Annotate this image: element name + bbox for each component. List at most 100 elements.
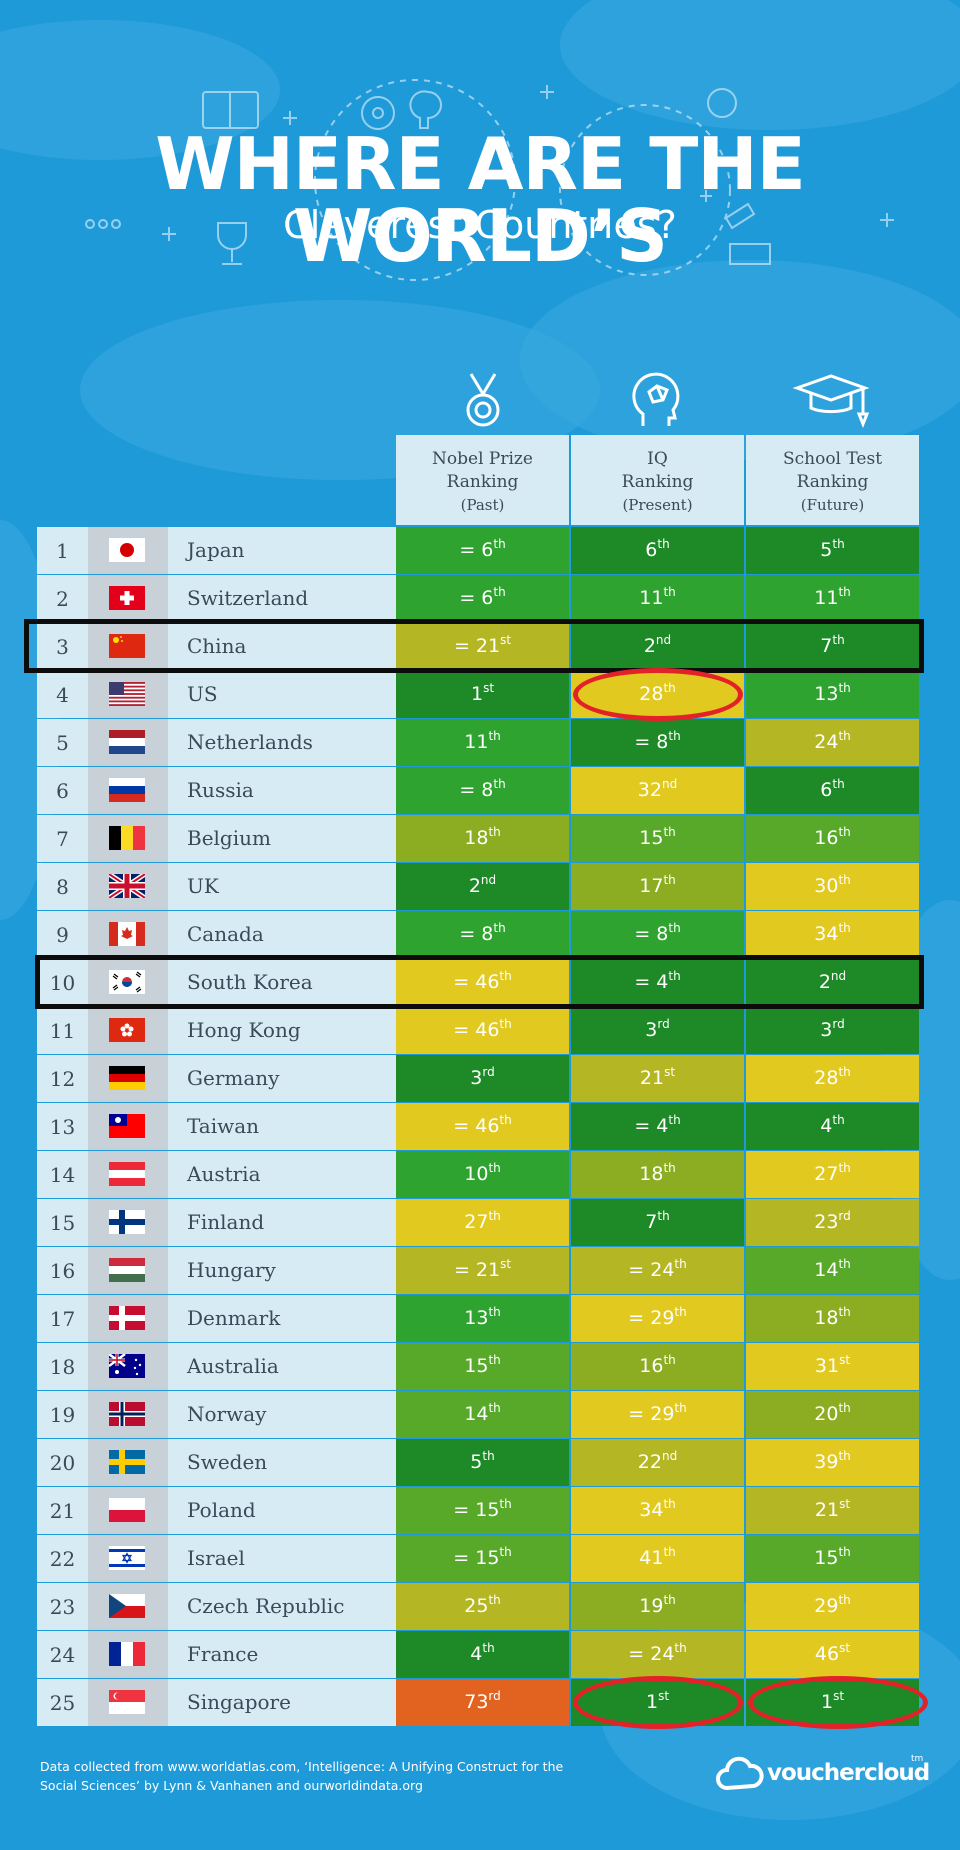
rank-cell-school: 16th (746, 815, 919, 862)
rank-cell-nobel: 4th (396, 1631, 569, 1678)
us-flag-icon (88, 671, 168, 718)
norway-flag-icon (88, 1391, 168, 1438)
rank-value: = 15 (453, 1499, 500, 1521)
row-rank: 2 (37, 575, 88, 622)
canada-flag-icon (88, 911, 168, 958)
rank-value: 17 (639, 875, 664, 897)
table-row: 23 Czech Republic 25th 19th 29th (37, 1583, 921, 1631)
rank-suffix: th (488, 1209, 501, 1223)
rank-suffix: th (488, 729, 501, 743)
germany-flag-icon (88, 1055, 168, 1102)
japan-flag-icon (88, 527, 168, 574)
rank-value: 18 (464, 827, 489, 849)
rank-suffix: rd (488, 1689, 501, 1703)
rank-suffix: st (500, 633, 512, 647)
country-name: France (168, 1631, 396, 1678)
rank-suffix: th (674, 1641, 687, 1655)
rank-suffix: nd (661, 777, 678, 791)
rank-value: 3 (820, 1019, 833, 1041)
row-rank: 7 (37, 815, 88, 862)
row-rank: 20 (37, 1439, 88, 1486)
switzerland-flag-icon (88, 575, 168, 622)
table-row: 17 Denmark 13th = 29th 18th (37, 1295, 921, 1343)
row-rank: 3 (37, 623, 88, 670)
rank-cell-school: 6th (746, 767, 919, 814)
row-rank: 16 (37, 1247, 88, 1294)
rank-cell-iq: 15th (571, 815, 744, 862)
rank-cell-school: 27th (746, 1151, 919, 1198)
rank-value: 22 (637, 1451, 662, 1473)
rank-cell-iq: = 24th (571, 1247, 744, 1294)
rank-cell-school: 5th (746, 527, 919, 574)
australia-flag-icon (88, 1343, 168, 1390)
rank-suffix: th (838, 1593, 851, 1607)
highlight-box-row (24, 619, 924, 673)
rank-value: 32 (637, 779, 662, 801)
rank-suffix: th (499, 1497, 512, 1511)
rank-suffix: th (488, 1353, 501, 1367)
column-header-line2: Ranking (621, 472, 694, 492)
row-rank: 5 (37, 719, 88, 766)
page-subtitle: Cleverest Countries? (283, 203, 677, 247)
rank-value: = 6 (459, 587, 494, 609)
rank-value: 11 (814, 587, 839, 609)
singapore-flag-icon (88, 1679, 168, 1726)
rank-value: 73 (464, 1691, 489, 1713)
rank-cell-iq: 32nd (571, 767, 744, 814)
row-rank: 21 (37, 1487, 88, 1534)
rank-cell-school: 39th (746, 1439, 919, 1486)
rank-suffix: th (838, 825, 851, 839)
row-rank: 6 (37, 767, 88, 814)
rank-cell-school: 29th (746, 1583, 919, 1630)
rank-suffix: th (663, 1497, 676, 1511)
rank-value: = 46 (453, 1019, 500, 1041)
country-name: China (168, 623, 396, 670)
rank-cell-nobel: = 46th (396, 959, 569, 1006)
rank-suffix: rd (832, 1017, 845, 1031)
rank-value: 6 (820, 779, 833, 801)
rank-suffix: th (838, 1065, 851, 1079)
rank-suffix: th (663, 1545, 676, 1559)
country-name: Japan (168, 527, 396, 574)
rank-value: = 8 (634, 923, 669, 945)
rank-value: = 21 (453, 635, 501, 657)
row-rank: 23 (37, 1583, 88, 1630)
rank-suffix: nd (661, 1449, 678, 1463)
table-row: 20 Sweden 5th 22nd 39th (37, 1439, 921, 1487)
table-row: 12 Germany 3rd 21st 28th (37, 1055, 921, 1103)
rank-value: 20 (814, 1403, 839, 1425)
graduation-cap-icon (792, 374, 870, 428)
rank-suffix: th (663, 825, 676, 839)
rank-value: = 8 (459, 779, 494, 801)
rank-cell-iq: = 8th (571, 719, 744, 766)
brand-trademark: tm (911, 1754, 924, 1764)
rank-value: 31 (814, 1355, 840, 1377)
rank-cell-school: 30th (746, 863, 919, 910)
rank-cell-iq: 22nd (571, 1439, 744, 1486)
rank-cell-nobel: 27th (396, 1199, 569, 1246)
rank-value: = 46 (453, 1115, 500, 1137)
rank-cell-iq: 18th (571, 1151, 744, 1198)
rank-suffix: st (483, 681, 495, 695)
country-name: Russia (168, 767, 396, 814)
rank-suffix: th (482, 1641, 495, 1655)
rank-value: 4 (820, 1115, 833, 1137)
rank-cell-iq: = 4th (571, 959, 744, 1006)
rank-suffix: st (500, 1257, 512, 1271)
table-row: 22 Israel = 15th 41th 15th (37, 1535, 921, 1583)
rank-cell-nobel: = 46th (396, 1103, 569, 1150)
rank-suffix: th (838, 1257, 851, 1271)
rank-value: 1 (470, 683, 484, 705)
rank-value: 39 (814, 1451, 839, 1473)
rank-cell-school: 24th (746, 719, 919, 766)
row-rank: 8 (37, 863, 88, 910)
south-korea-flag-icon (88, 959, 168, 1006)
rank-value: = 6 (459, 539, 494, 561)
rank-cell-school: 15th (746, 1535, 919, 1582)
rank-cell-school: 34th (746, 911, 919, 958)
row-rank: 10 (37, 959, 88, 1006)
rank-suffix: th (493, 921, 506, 935)
rank-suffix: th (838, 681, 851, 695)
circle-annotation (573, 1676, 743, 1729)
rank-value: 13 (814, 683, 839, 705)
